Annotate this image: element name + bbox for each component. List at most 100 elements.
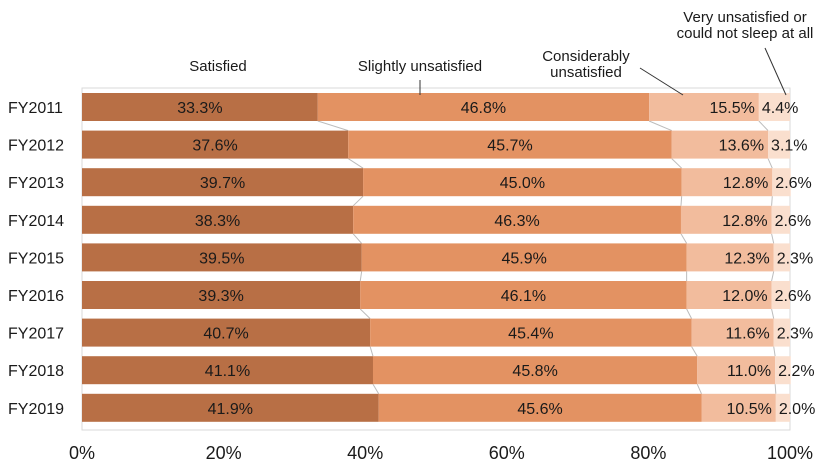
series-connector xyxy=(686,308,693,319)
series-connector xyxy=(758,120,769,131)
series-annotation: Considerably unsatisfied xyxy=(542,48,630,81)
x-tick-label: 60% xyxy=(489,443,525,463)
series-connector xyxy=(771,233,775,244)
series-annotation: Slightly unsatisfied xyxy=(358,58,482,75)
bar-segment xyxy=(372,356,698,385)
series-connector xyxy=(680,233,688,244)
bar-segment xyxy=(353,205,681,234)
category-label: FY2016 xyxy=(8,288,64,305)
x-tick-label: 20% xyxy=(206,443,242,463)
series-connector xyxy=(774,384,777,394)
bar-segment xyxy=(317,93,650,121)
bar-segment xyxy=(361,243,687,272)
bar-segment xyxy=(771,281,790,309)
data-label: 45.8% xyxy=(512,363,557,380)
bar-segment xyxy=(649,93,759,121)
data-label: 45.9% xyxy=(501,250,546,267)
series-connector xyxy=(691,346,698,357)
data-label: 15.5% xyxy=(709,100,754,117)
series-connector xyxy=(372,383,380,395)
data-label: 46.8% xyxy=(461,100,506,117)
data-label: 2.6% xyxy=(775,213,811,230)
data-label: 45.7% xyxy=(487,138,532,155)
bar-segment xyxy=(82,93,318,121)
series-connector xyxy=(359,308,371,319)
bar-segment xyxy=(82,130,349,159)
bar-segment xyxy=(82,393,379,422)
data-label: 39.3% xyxy=(198,288,243,305)
series-connector xyxy=(771,271,775,282)
data-label: 39.5% xyxy=(199,250,244,267)
series-connector xyxy=(347,158,364,169)
bar-segment xyxy=(775,356,791,385)
bar-segment xyxy=(363,168,682,197)
data-label: 11.0% xyxy=(727,363,771,380)
data-label: 37.6% xyxy=(192,138,237,155)
data-label: 2.6% xyxy=(775,288,811,305)
data-label: 45.4% xyxy=(508,326,553,343)
series-connector-lines xyxy=(317,120,777,395)
series-connector xyxy=(369,346,374,357)
data-label: 2.3% xyxy=(777,250,813,267)
bar-segment xyxy=(348,130,672,159)
bar-segment xyxy=(82,168,364,197)
annotation-leader-line xyxy=(764,47,787,96)
bar-segment xyxy=(686,243,774,272)
data-label: 12.3% xyxy=(724,250,769,267)
data-label: 41.9% xyxy=(208,401,253,418)
data-label: 41.1% xyxy=(205,363,250,380)
series-connector xyxy=(696,383,702,395)
bar-segment xyxy=(701,393,776,422)
bar-segment xyxy=(758,93,790,121)
category-label: FY2011 xyxy=(8,100,63,117)
series-annotations: Satisfied Slightly unsatisfied Considerabl… xyxy=(189,9,814,96)
bar-segment xyxy=(82,318,371,347)
bar-segment xyxy=(768,130,790,159)
annotation-leader-line xyxy=(639,67,684,96)
category-label: FY2012 xyxy=(8,138,64,155)
series-connector xyxy=(771,196,773,206)
data-label: 2.6% xyxy=(775,175,811,192)
category-label: FY2017 xyxy=(8,326,64,343)
data-label: 40.7% xyxy=(203,326,248,343)
data-label: 13.6% xyxy=(719,138,764,155)
bar-segment xyxy=(671,130,769,159)
bar-segment xyxy=(378,393,702,422)
data-label: 12.8% xyxy=(723,175,768,192)
series-connector xyxy=(352,233,363,244)
data-label: 46.1% xyxy=(501,288,546,305)
x-tick-label: 80% xyxy=(630,443,666,463)
bar-segment xyxy=(82,356,373,385)
series-connector xyxy=(773,346,776,357)
series-connector xyxy=(771,308,775,319)
bar-segment xyxy=(82,205,354,234)
data-label: 12.0% xyxy=(722,288,767,305)
series-connector xyxy=(317,120,349,132)
category-labels: FY2011 FY2012 FY2013 FY2014 FY2015 FY2016 FY20… xyxy=(8,100,64,418)
series-connector xyxy=(680,196,683,206)
data-label: 45.6% xyxy=(517,401,562,418)
series-annotation: Very unsatisfied or could not sleep at al… xyxy=(677,9,814,42)
bar-segment xyxy=(772,168,791,197)
bar-segment xyxy=(681,168,773,197)
category-label: FY2014 xyxy=(8,213,64,230)
x-tick-label: 40% xyxy=(347,443,383,463)
data-label: 4.4% xyxy=(762,100,798,117)
bar-segment xyxy=(771,205,790,234)
x-axis-tick-labels: 0% 20% 40% 60% 80% 100% xyxy=(69,443,813,463)
bar-segment xyxy=(370,318,692,347)
bar-segment xyxy=(697,356,776,385)
bar-segment xyxy=(773,243,790,272)
category-label: FY2015 xyxy=(8,250,64,267)
data-label: 11.6% xyxy=(726,326,770,343)
data-label: 45.0% xyxy=(500,175,545,192)
bar-segment xyxy=(773,318,790,347)
bar-segment xyxy=(691,318,774,347)
bar-segment xyxy=(775,393,790,422)
data-label: 2.3% xyxy=(777,326,813,343)
bar-segment xyxy=(360,281,687,309)
series-annotation: Satisfied xyxy=(189,58,247,75)
bar-segment xyxy=(680,205,772,234)
bar-segment xyxy=(686,281,772,309)
